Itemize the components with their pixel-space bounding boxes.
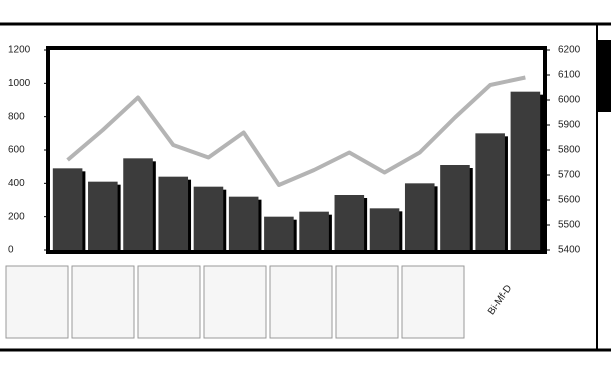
thumbnail (137, 265, 201, 339)
thumbnail (5, 265, 69, 339)
y2-tick-label: 5900 (558, 120, 581, 131)
bar (88, 181, 118, 250)
y-tick-label: 1000 (8, 78, 31, 89)
bar (264, 216, 294, 250)
y-tick-label: 400 (8, 178, 25, 189)
y-tick-label: 200 (8, 211, 25, 222)
y2-tick-label: 5800 (558, 145, 581, 156)
y-tick-label: 1200 (8, 45, 31, 56)
bar (158, 176, 189, 250)
y2-tick-label: 6000 (558, 95, 581, 106)
bar (193, 186, 224, 250)
y2-tick-label: 6100 (558, 70, 581, 81)
thumbnail (335, 265, 399, 339)
bar (228, 196, 259, 250)
bar (440, 165, 470, 250)
thumbnail (71, 265, 135, 339)
y-tick-label: 0 (8, 245, 14, 256)
y-tick-label: 800 (8, 111, 25, 122)
y-tick-label: 600 (8, 145, 25, 156)
y2-tick-label: 5600 (558, 195, 581, 206)
bar (369, 208, 400, 250)
bar (404, 183, 435, 250)
y2-tick-label: 6200 (558, 45, 581, 56)
line (66, 75, 526, 187)
y2-tick-label: 5500 (558, 220, 581, 231)
thumbnail (401, 265, 465, 339)
bar (510, 91, 541, 251)
side-band (597, 40, 611, 112)
bar (52, 168, 83, 250)
bar (334, 195, 365, 250)
bar (123, 158, 153, 250)
thumbnail (203, 265, 267, 339)
bar (475, 133, 505, 250)
y2-tick-label: 5400 (558, 245, 581, 256)
bar (299, 211, 329, 250)
y2-tick-label: 5700 (558, 170, 581, 181)
thumbnail (269, 265, 333, 339)
thumbnails (5, 265, 465, 339)
